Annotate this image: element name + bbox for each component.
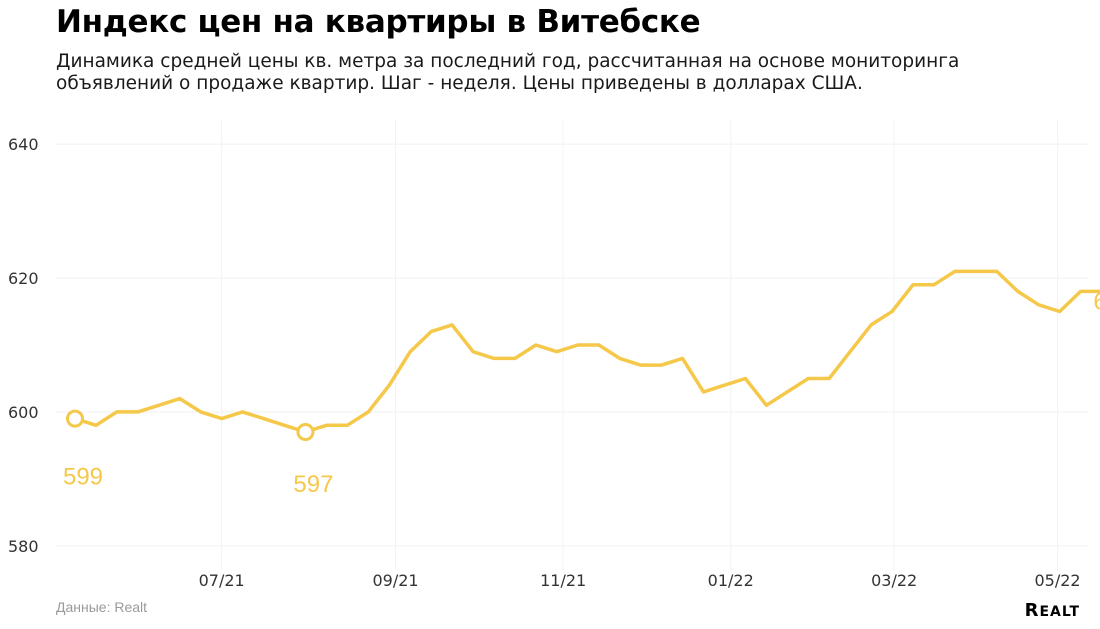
marker-point (66, 409, 84, 428)
y-tick-label: 600 (8, 403, 39, 422)
data-label: 622 (1093, 289, 1100, 316)
price-series (73, 269, 1100, 434)
x-tick-label: 09/21 (372, 571, 418, 590)
chart-subtitle: Динамика средней цены кв. метра за после… (56, 51, 960, 94)
annotations: 599597622621 (63, 289, 1100, 498)
data-label: 599 (63, 464, 103, 491)
x-tick-label: 03/22 (871, 571, 917, 590)
x-tick-label: 11/21 (540, 571, 586, 590)
price-line (73, 269, 1100, 434)
y-tick-label: 580 (8, 537, 39, 556)
x-tick-label: 07/21 (199, 571, 245, 590)
data-label: 597 (293, 471, 333, 498)
y-tick-label: 640 (8, 135, 39, 154)
x-tick-label: 05/22 (1035, 571, 1081, 590)
grid-lines (56, 120, 1088, 570)
realt-logo: REALT (1024, 600, 1080, 621)
chart-title: Индекс цен на квартиры в Витебске (56, 4, 701, 40)
x-axis-ticks: 07/21 09/21 11/21 01/22 03/22 05/22 (199, 571, 1081, 590)
data-source: Данные: Realt (56, 599, 148, 615)
y-tick-label: 620 (8, 269, 39, 288)
marker-point (296, 423, 315, 442)
x-tick-label: 01/22 (708, 571, 754, 590)
y-axis-ticks: 580 600 620 640 (8, 135, 39, 556)
